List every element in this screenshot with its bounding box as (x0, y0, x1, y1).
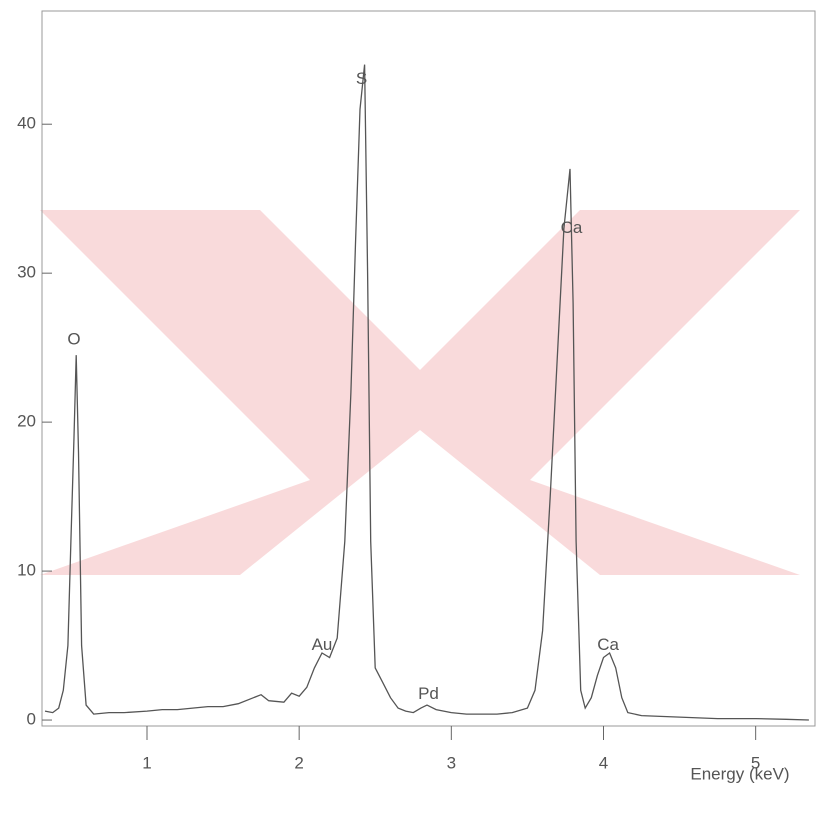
x-axis-label: Energy (keV) (690, 764, 789, 783)
x-tick-label: 4 (599, 753, 608, 772)
peak-label: Au (312, 635, 333, 654)
y-tick-label: 30 (17, 263, 36, 282)
peak-label: O (67, 330, 80, 349)
x-tick-label: 2 (294, 753, 303, 772)
y-tick-label: 10 (17, 561, 36, 580)
x-tick-label: 5 (751, 753, 760, 772)
plot-frame (41, 10, 816, 727)
peak-label: Ca (597, 635, 619, 654)
spectrum-line (44, 64, 809, 721)
y-tick-label: 0 (27, 710, 36, 729)
peak-label: Ca (561, 218, 583, 237)
x-tick-label: 3 (447, 753, 456, 772)
peak-label: Pd (418, 684, 439, 703)
y-tick-label: 40 (17, 114, 36, 133)
peak-label: S (356, 69, 367, 88)
y-tick-label: 20 (17, 412, 36, 431)
watermark (40, 210, 800, 575)
x-tick-label: 1 (142, 753, 151, 772)
